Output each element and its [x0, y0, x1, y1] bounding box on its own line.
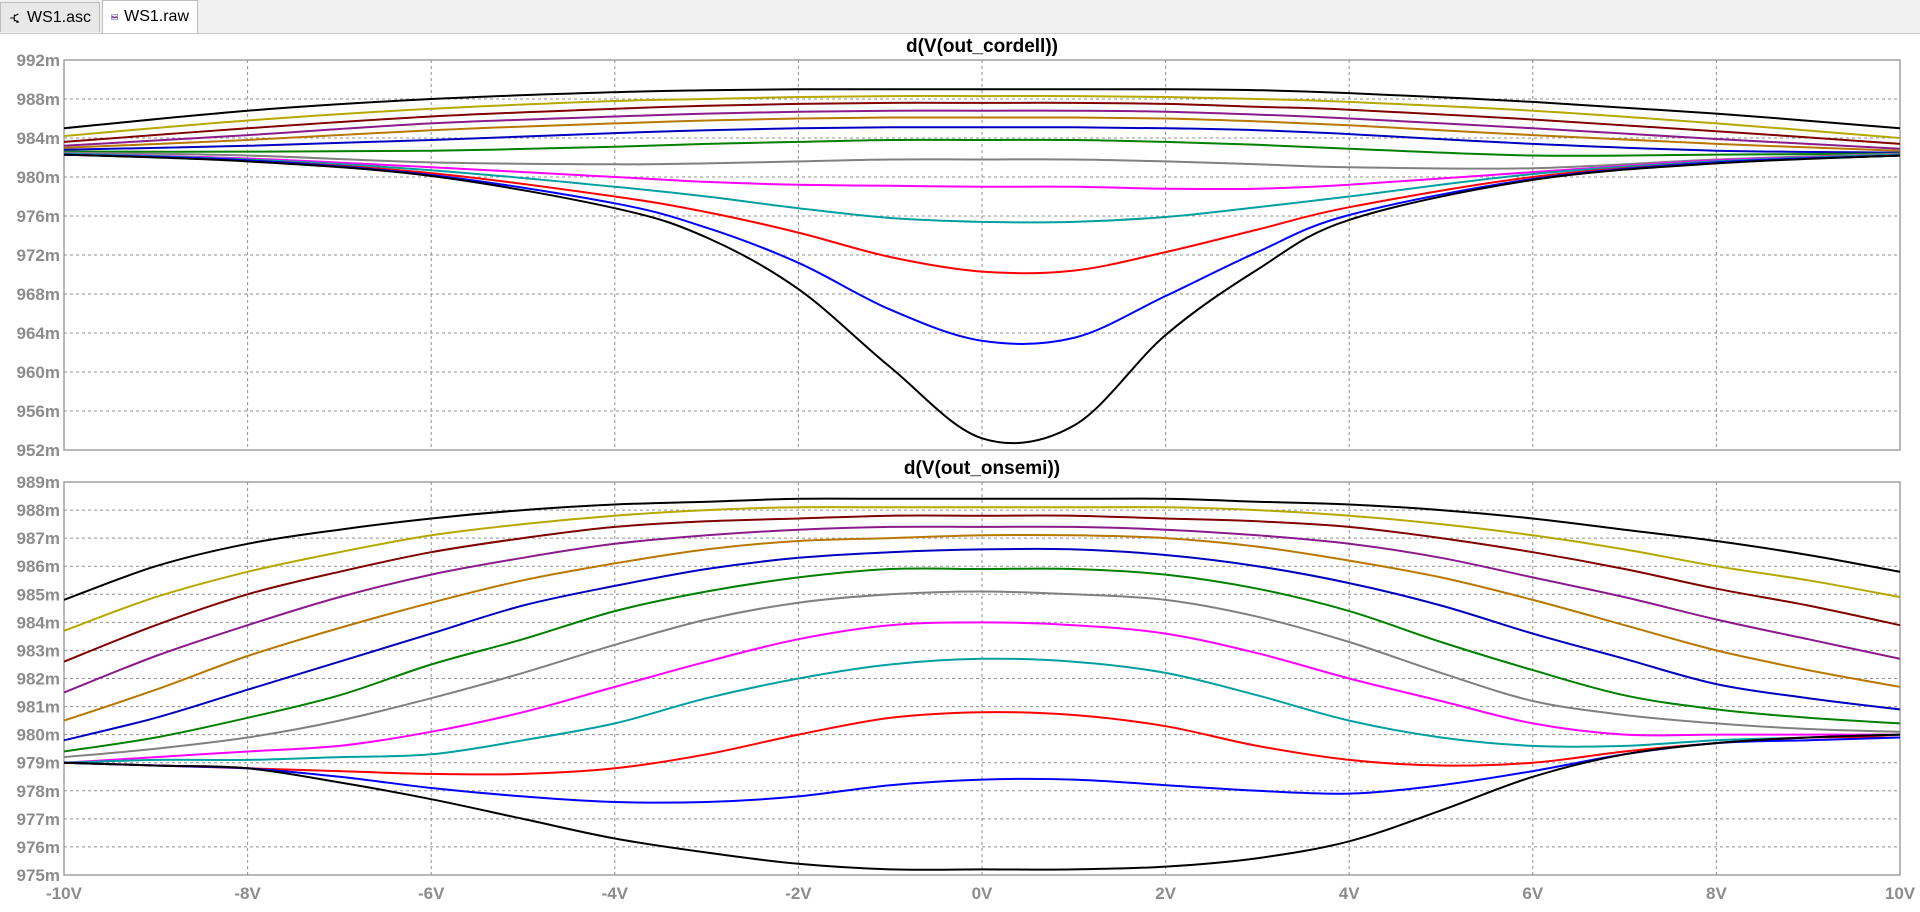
plot-pane-1[interactable]: d(V(out_cordell)) 992m 988m 984m 980m 976m 972… [17, 36, 1901, 460]
trace-line-3[interactable] [64, 101, 1900, 145]
trace-line-1[interactable] [64, 497, 1900, 601]
y-tick-label: 984m [17, 129, 60, 148]
y-tick-label: 978m [17, 782, 60, 801]
waveform-icon [111, 14, 118, 20]
trace-line-9[interactable] [64, 152, 1900, 191]
x-tick-label: 8V [1706, 884, 1727, 903]
y-tick-label: 952m [17, 441, 60, 460]
tab-bar: WS1.asc WS1.raw [0, 0, 1920, 34]
y-tick-label: 988m [17, 90, 60, 109]
trace-line-7[interactable] [64, 567, 1900, 753]
y-tick-label: 984m [17, 613, 60, 632]
y-tick-label: 975m [17, 866, 60, 885]
x-tick-label: -2V [785, 884, 812, 903]
y-tick-label: 983m [17, 641, 60, 660]
y-tick-label: 981m [17, 698, 60, 717]
x-tick-label: 0V [972, 884, 993, 903]
trace-line-1[interactable] [64, 88, 1900, 130]
y-tick-label: 977m [17, 810, 60, 829]
trace-line-5[interactable] [64, 116, 1900, 152]
trace-line-8[interactable] [64, 151, 1900, 170]
plot-title: d(V(out_cordell)) [906, 36, 1058, 57]
y-tick-label: 986m [17, 557, 60, 576]
y-tick-label: 985m [17, 585, 60, 604]
tab-ws1-asc[interactable]: WS1.asc [0, 2, 100, 32]
x-tick-label: 10V [1885, 884, 1916, 903]
x-tick-label: -6V [418, 884, 445, 903]
y-tick-label: 972m [17, 246, 60, 265]
y-tick-label: 988m [17, 501, 60, 520]
x-tick-label: 2V [1155, 884, 1176, 903]
trace-line-11[interactable] [64, 711, 1900, 776]
y-tick-label: 987m [17, 529, 60, 548]
waveform-plot-area[interactable]: d(V(out_cordell)) 992m 988m 984m 980m 976m 972… [0, 33, 1920, 912]
y-tick-label: 960m [17, 363, 60, 382]
y-tick-label: 989m [17, 473, 60, 492]
y-tick-label: 976m [17, 838, 60, 857]
y-tick-label: 956m [17, 402, 60, 421]
x-tick-label: -8V [234, 884, 261, 903]
tab-ws1-raw[interactable]: WS1.raw [102, 0, 198, 33]
trace-group [64, 88, 1900, 445]
trace-line-4[interactable] [64, 109, 1900, 150]
x-tick-label: 4V [1339, 884, 1360, 903]
trace-line-6[interactable] [64, 126, 1900, 154]
y-tick-label: 968m [17, 285, 60, 304]
trace-line-10[interactable] [64, 152, 1900, 224]
trace-group [64, 497, 1900, 871]
plot-title: d(V(out_onsemi)) [904, 458, 1060, 479]
trace-line-5[interactable] [64, 534, 1900, 722]
y-tick-label: 980m [17, 168, 60, 187]
x-tick-label: 6V [1522, 884, 1543, 903]
schematic-icon [10, 13, 20, 23]
trace-line-2[interactable] [64, 506, 1900, 632]
plot-pane-2[interactable]: d(V(out_onsemi)) 989m 988m 987m 986m 985m 984m… [17, 458, 1916, 903]
trace-line-8[interactable] [64, 590, 1900, 759]
x-tick-label: -4V [602, 884, 629, 903]
trace-line-9[interactable] [64, 621, 1900, 764]
trace-line-4[interactable] [64, 525, 1900, 694]
tab-label: WS1.asc [26, 8, 91, 26]
y-tick-label: 976m [17, 207, 60, 226]
y-tick-label: 980m [17, 726, 60, 745]
trace-line-6[interactable] [64, 547, 1900, 742]
trace-line-13[interactable] [64, 153, 1900, 445]
trace-line-3[interactable] [64, 514, 1900, 663]
trace-line-7[interactable] [64, 138, 1900, 157]
trace-line-10[interactable] [64, 657, 1900, 764]
trace-line-11[interactable] [64, 153, 1900, 275]
y-tick-label: 982m [17, 670, 60, 689]
y-tick-label: 992m [17, 51, 60, 70]
trace-line-2[interactable] [64, 95, 1900, 139]
y-tick-label: 964m [17, 324, 60, 343]
tab-label: WS1.raw [124, 8, 189, 25]
trace-line-13[interactable] [64, 733, 1900, 871]
x-tick-label: -10V [46, 884, 83, 903]
y-tick-label: 979m [17, 754, 60, 773]
